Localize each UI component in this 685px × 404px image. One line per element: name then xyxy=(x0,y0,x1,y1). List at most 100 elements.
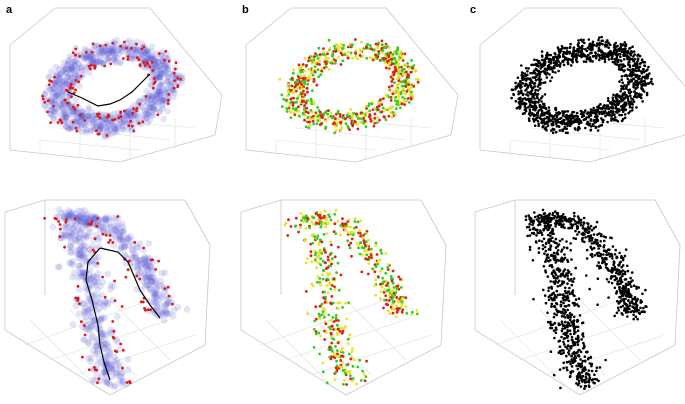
data-point xyxy=(529,100,533,104)
density-point xyxy=(85,354,93,362)
density-point xyxy=(93,343,100,350)
box-edge xyxy=(619,7,685,88)
density-point xyxy=(65,124,72,132)
gradient-point xyxy=(376,116,379,119)
gradient-point xyxy=(311,284,315,288)
data-point xyxy=(558,284,562,287)
data-point xyxy=(605,45,608,48)
density-point xyxy=(89,322,97,329)
gradient-point xyxy=(388,293,391,297)
density-point xyxy=(63,80,70,88)
gradient-point xyxy=(349,51,353,55)
gradient-point xyxy=(316,57,320,60)
boundary-point xyxy=(153,80,157,84)
data-point xyxy=(624,108,627,112)
data-point xyxy=(600,35,603,39)
data-point xyxy=(557,125,561,128)
data-point xyxy=(648,72,651,75)
density-point xyxy=(166,310,174,318)
gradient-point xyxy=(349,225,352,229)
gradient-point xyxy=(302,220,306,224)
density-point xyxy=(161,288,169,295)
data-point xyxy=(608,53,611,57)
data-point xyxy=(623,52,627,55)
gradient-point xyxy=(390,279,394,283)
density-point xyxy=(88,108,96,116)
density-point xyxy=(48,112,55,120)
data-point xyxy=(566,131,569,135)
density-point xyxy=(95,120,103,128)
density-point xyxy=(141,256,148,263)
density-point xyxy=(56,85,63,92)
data-point xyxy=(596,129,600,132)
data-point xyxy=(523,108,527,111)
density-point xyxy=(174,303,182,311)
gradient-point xyxy=(390,115,394,119)
gradient-point xyxy=(334,42,338,46)
density-point xyxy=(158,70,165,77)
data-point xyxy=(575,111,579,115)
boundary-point xyxy=(93,65,97,68)
boundary-point xyxy=(69,82,73,86)
gradient-point xyxy=(324,251,327,254)
density-point xyxy=(100,303,108,311)
density-point xyxy=(165,79,172,86)
data-point xyxy=(527,117,531,120)
data-point xyxy=(556,46,560,49)
density-point xyxy=(50,116,58,124)
density-point xyxy=(82,221,89,228)
data-point xyxy=(620,66,623,69)
data-point xyxy=(569,120,572,123)
density-point xyxy=(82,317,89,325)
data-point xyxy=(554,107,557,111)
data-point xyxy=(629,310,633,314)
data-point xyxy=(596,115,599,118)
gradient-point xyxy=(316,275,320,278)
density-point xyxy=(61,77,69,85)
density-point xyxy=(164,65,172,73)
data-point xyxy=(537,122,540,126)
data-point xyxy=(607,46,610,49)
density-point xyxy=(132,101,139,109)
gradient-point xyxy=(377,50,380,53)
density-point xyxy=(124,109,131,116)
gradient-point xyxy=(321,277,325,281)
gradient-point xyxy=(320,252,324,255)
density-point xyxy=(57,84,65,91)
density-point xyxy=(72,96,79,104)
gradient-point xyxy=(358,252,362,256)
boundary-point xyxy=(97,377,101,381)
density-point xyxy=(87,127,94,135)
density-point xyxy=(52,81,60,89)
density-point xyxy=(120,119,127,126)
gradient-point xyxy=(341,217,344,221)
data-point xyxy=(651,82,654,86)
gradient-point xyxy=(384,284,388,287)
density-point xyxy=(111,51,118,58)
density-point xyxy=(156,91,163,98)
density-point xyxy=(117,369,125,377)
gradient-point xyxy=(377,41,380,45)
data-point xyxy=(548,57,551,61)
data-point xyxy=(650,80,653,83)
boundary-point xyxy=(107,114,111,118)
density-point xyxy=(98,122,105,129)
gradient-point xyxy=(341,355,345,358)
data-point xyxy=(589,114,593,117)
data-point xyxy=(575,50,579,53)
density-point xyxy=(94,58,102,65)
gradient-point xyxy=(392,90,396,93)
boundary-point xyxy=(125,46,128,50)
data-point xyxy=(615,56,618,59)
density-point xyxy=(72,228,80,235)
density-point xyxy=(96,127,103,134)
density-point xyxy=(57,71,64,78)
density-point xyxy=(159,97,166,104)
gradient-point xyxy=(308,77,312,80)
density-point xyxy=(152,299,160,306)
gradient-point xyxy=(336,349,339,352)
data-point xyxy=(634,87,637,91)
gradient-point xyxy=(333,378,337,382)
density-point xyxy=(58,104,65,112)
density-point xyxy=(159,96,166,103)
